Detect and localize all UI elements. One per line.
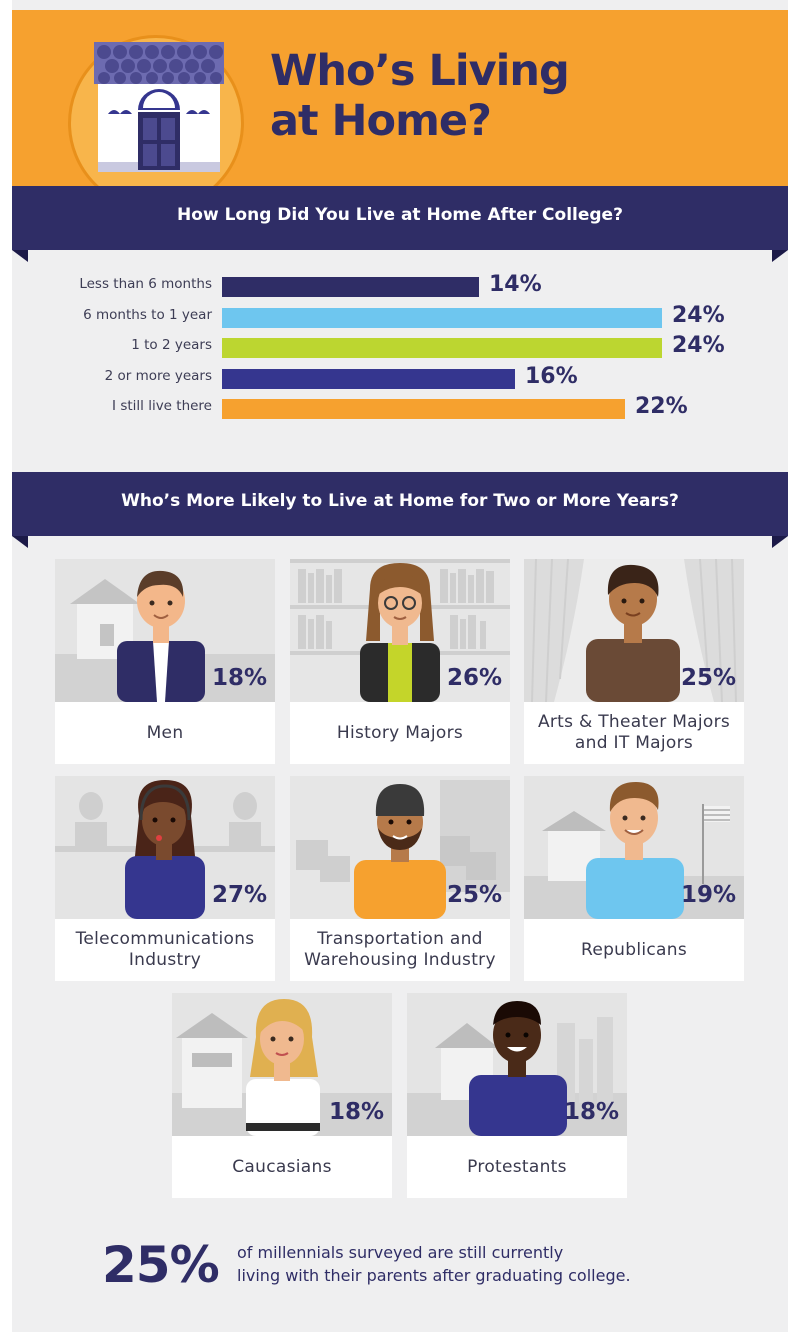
bar-category-label: Less than 6 months: [79, 276, 212, 292]
bar-row: 6 months to 1 year 24%: [12, 303, 788, 333]
infographic-page: Who’s Living at Home? How Long Did You L…: [12, 0, 788, 1332]
group-pct: 25%: [680, 665, 736, 691]
banner-fold-right: [772, 536, 788, 548]
group-label: Caucasians: [172, 1136, 392, 1198]
transportation-illustration: [290, 776, 510, 919]
bar-value-label: 22%: [635, 394, 688, 419]
footer-text-line-1: of millennials surveyed are still curren…: [237, 1243, 564, 1262]
group-label: Protestants: [407, 1136, 627, 1198]
bar-value-label: 16%: [525, 363, 578, 389]
section-title-duration: How Long Did You Live at Home After Coll…: [177, 205, 623, 225]
footer-stat-text: of millennials surveyed are still curren…: [237, 1241, 631, 1287]
house-icon: [94, 42, 224, 172]
page-title: Who’s Living at Home?: [270, 46, 570, 146]
title-line-2: at Home?: [270, 96, 492, 146]
bar-value-label: 24%: [672, 302, 725, 328]
section-banner-duration: How Long Did You Live at Home After Coll…: [12, 186, 788, 262]
telecommunications-illustration: [55, 776, 275, 919]
banner-fold-left: [12, 536, 28, 548]
bar: [222, 368, 515, 389]
bar-category-label: 1 to 2 years: [131, 337, 212, 353]
bar: [222, 277, 479, 297]
group-pct: 27%: [211, 882, 267, 908]
group-label: Republicans: [524, 919, 744, 981]
bar-category-label: 6 months to 1 year: [83, 306, 212, 323]
group-label: Arts & Theater Majors and IT Majors: [524, 702, 744, 764]
group-pct: 19%: [680, 882, 736, 908]
bar-category-label: 2 or more years: [104, 367, 212, 384]
group-pct: 25%: [446, 882, 502, 908]
protestants-illustration: [407, 993, 627, 1136]
bar-row: 1 to 2 years 24%: [12, 333, 788, 363]
bar-row: Less than 6 months 14%: [12, 272, 788, 302]
bar-value-label: 14%: [489, 272, 542, 297]
republicans-illustration: [524, 776, 744, 919]
group-label: Transportation and Warehousing Industry: [290, 919, 510, 981]
group-label: History Majors: [290, 702, 510, 764]
group-card-republicans: 19% Republicans: [524, 776, 744, 981]
section-banner-groups: Who’s More Likely to Live at Home for Tw…: [12, 472, 788, 548]
group-card-protestants: 18% Protestants: [407, 993, 627, 1198]
group-card-transportation: 25% Transportation and Warehousing Indus…: [290, 776, 510, 981]
banner-fold-left: [12, 250, 28, 262]
duration-bar-chart: Less than 6 months 14% 6 months to 1 year 2…: [12, 262, 788, 432]
group-card-men: 18% Men: [55, 559, 275, 764]
group-pct: 26%: [446, 665, 502, 691]
bar-row: 2 or more years 16%: [12, 364, 788, 394]
bar: [222, 338, 662, 358]
history-majors-illustration: [290, 559, 510, 702]
group-pct: 18%: [563, 1099, 619, 1125]
banner-fold-right: [772, 250, 788, 262]
title-line-1: Who’s Living: [270, 46, 570, 96]
header: Who’s Living at Home?: [12, 10, 788, 211]
group-label: Men: [55, 702, 275, 764]
group-pct: 18%: [328, 1099, 384, 1125]
footer-stat-number: 25%: [102, 1236, 220, 1294]
group-card-arts-theater-it: 25% Arts & Theater Majors and IT Majors: [524, 559, 744, 764]
group-pct: 18%: [211, 665, 267, 691]
group-card-telecommunications: 27% Telecommunications Industry: [55, 776, 275, 981]
caucasians-illustration: [172, 993, 392, 1136]
section-title-groups: Who’s More Likely to Live at Home for Tw…: [121, 491, 679, 511]
footer-text-line-2: living with their parents after graduati…: [237, 1266, 631, 1285]
group-card-history-majors: 26% History Majors: [290, 559, 510, 764]
group-card-caucasians: 18% Caucasians: [172, 993, 392, 1198]
bar-category-label: I still live there: [112, 398, 212, 414]
group-label: Telecommunications Industry: [55, 919, 275, 981]
bar: [222, 399, 625, 419]
men-illustration: [55, 559, 275, 702]
arts-theater-illustration: [524, 559, 744, 702]
bar-row: I still live there 22%: [12, 394, 788, 424]
bar: [222, 307, 662, 328]
bar-value-label: 24%: [672, 333, 725, 358]
